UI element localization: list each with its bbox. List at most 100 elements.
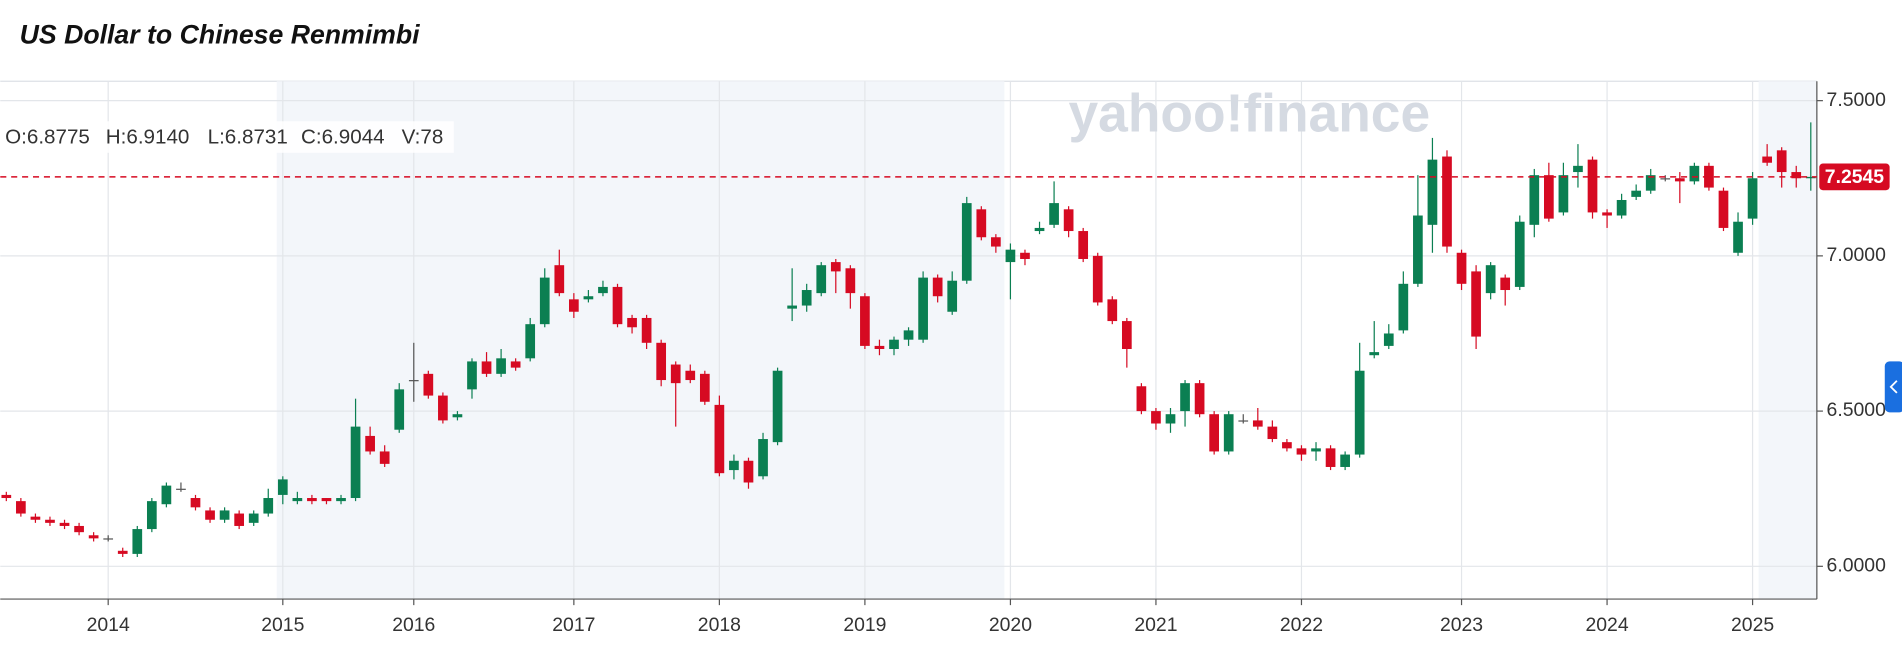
candle-body <box>932 277 943 297</box>
candle-body <box>1587 159 1598 213</box>
candle-body <box>1034 227 1045 232</box>
candle-body <box>1107 299 1118 322</box>
candle-body <box>117 550 128 554</box>
candle-body <box>1180 383 1190 412</box>
candle-body <box>1398 283 1409 331</box>
candle-body <box>641 317 652 343</box>
candle-body <box>394 389 405 430</box>
candle-body <box>1485 265 1496 294</box>
candle-body <box>1602 212 1612 216</box>
candle-body <box>612 286 623 325</box>
candles <box>1 122 1816 558</box>
candle-body <box>88 535 99 539</box>
candle-body <box>423 373 434 396</box>
candle-body <box>1544 175 1554 219</box>
candle-body <box>918 277 928 340</box>
candle-body <box>1558 175 1569 213</box>
candle-body <box>860 296 870 346</box>
candle-body <box>59 522 70 526</box>
candle-body <box>438 395 448 421</box>
side-panel-tab[interactable] <box>1884 361 1902 413</box>
candle-body <box>525 324 536 359</box>
candle-body <box>190 498 201 508</box>
candle-body <box>1674 178 1685 182</box>
candle-body <box>1121 321 1132 350</box>
candle-body <box>1165 414 1176 424</box>
candle-body <box>1616 199 1627 216</box>
candle-body <box>1762 156 1772 163</box>
candle-body <box>714 404 725 474</box>
candle-body <box>307 498 317 502</box>
candle-body <box>1733 221 1743 253</box>
candle-body <box>1151 411 1161 424</box>
y-tick-label: 6.5000 <box>1827 399 1887 421</box>
candle-body <box>787 305 797 309</box>
x-tick-label: 2025 <box>1731 614 1774 636</box>
x-tick-label: 2024 <box>1585 614 1628 636</box>
chart-title: US Dollar to Chinese Renmimbi <box>20 19 421 49</box>
candle-body <box>1311 448 1321 452</box>
readout-low: L:6.8731 <box>208 126 288 149</box>
x-tick-label: 2023 <box>1440 614 1483 636</box>
shaded-band <box>1758 81 1817 600</box>
candle-body <box>1369 352 1380 356</box>
candle-body <box>379 451 390 464</box>
candle-body <box>132 529 143 554</box>
x-tick-label: 2021 <box>1134 614 1177 636</box>
candle-body <box>1427 159 1438 225</box>
candle-body <box>1238 420 1249 422</box>
last-price-label: 7.2545 <box>1825 166 1885 188</box>
candle-body <box>743 460 754 483</box>
x-tick-label: 2020 <box>989 614 1032 636</box>
candle-body <box>1442 156 1452 247</box>
candle-body <box>1718 190 1729 228</box>
candle-body <box>1252 420 1263 427</box>
candle-body <box>627 317 637 328</box>
candle-body <box>947 280 958 312</box>
candle-body <box>1267 426 1278 440</box>
grid <box>0 81 1823 600</box>
candle-body <box>365 435 375 452</box>
candle-body <box>1383 333 1394 346</box>
candle-body <box>176 488 186 490</box>
candle-body <box>263 498 274 514</box>
candle-body <box>1340 454 1350 467</box>
candle-body <box>321 498 332 502</box>
candle-body <box>758 439 768 477</box>
candle-body <box>1296 448 1307 455</box>
readout-volume: V:78 <box>402 126 444 149</box>
candle-body <box>496 358 506 374</box>
candle-body <box>45 519 55 523</box>
candle-body <box>1325 448 1336 467</box>
candle-body <box>656 342 667 381</box>
candle-body <box>889 339 899 350</box>
candle-body <box>292 498 303 502</box>
candle-body <box>467 361 477 390</box>
candle-body <box>205 510 215 520</box>
y-tick-label: 6.0000 <box>1827 554 1887 576</box>
candle-body <box>1660 178 1671 180</box>
candle-body <box>1005 249 1016 263</box>
candle-body <box>452 414 463 418</box>
readout: O:6.8775 H:6.9140 L:6.8731 C:6.9044 V:78 <box>5 126 443 149</box>
candle-body <box>1063 209 1074 232</box>
candle-body <box>248 513 259 523</box>
candle-body <box>1354 370 1365 455</box>
candle-body <box>350 426 361 499</box>
candle-body <box>874 345 885 350</box>
candle-body <box>554 265 565 294</box>
x-tick-label: 2016 <box>392 614 435 636</box>
candle-body <box>1529 175 1540 225</box>
candle-body <box>1136 386 1147 412</box>
candle-body <box>234 513 245 526</box>
candle-body <box>1092 255 1103 303</box>
candle-body <box>1471 271 1481 337</box>
candle-body <box>699 373 710 402</box>
candle-body <box>1573 165 1583 173</box>
candle-body <box>1209 414 1220 452</box>
x-tick-label: 2022 <box>1280 614 1323 636</box>
candle-body <box>845 268 856 294</box>
candle-body <box>1791 172 1802 179</box>
candle-body <box>1704 165 1714 188</box>
candle-body <box>30 516 41 520</box>
